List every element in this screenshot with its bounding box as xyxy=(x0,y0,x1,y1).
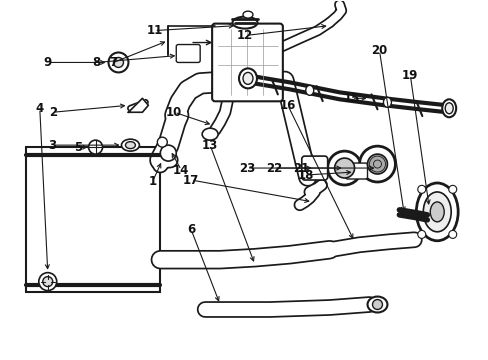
Text: 11: 11 xyxy=(146,24,162,37)
Circle shape xyxy=(367,154,386,174)
Ellipse shape xyxy=(367,297,386,312)
Ellipse shape xyxy=(125,141,135,149)
Ellipse shape xyxy=(239,68,256,88)
Text: 9: 9 xyxy=(43,56,52,69)
Text: 6: 6 xyxy=(187,223,195,236)
FancyBboxPatch shape xyxy=(345,163,367,179)
Text: 18: 18 xyxy=(297,168,313,181)
Text: 15: 15 xyxy=(343,92,359,105)
Text: 12: 12 xyxy=(236,29,253,42)
FancyBboxPatch shape xyxy=(176,45,200,62)
Circle shape xyxy=(448,230,456,238)
Text: 21: 21 xyxy=(292,162,308,175)
Circle shape xyxy=(327,151,361,185)
Text: 20: 20 xyxy=(370,44,387,57)
Ellipse shape xyxy=(429,202,443,222)
Text: 19: 19 xyxy=(401,69,418,82)
Text: 22: 22 xyxy=(265,162,282,175)
Text: 5: 5 xyxy=(74,141,82,154)
Text: 10: 10 xyxy=(166,106,182,119)
Text: 8: 8 xyxy=(92,56,101,69)
Text: 17: 17 xyxy=(183,174,199,186)
Circle shape xyxy=(417,185,425,193)
FancyBboxPatch shape xyxy=(212,24,282,101)
Ellipse shape xyxy=(423,192,450,232)
Text: 13: 13 xyxy=(202,139,218,152)
Ellipse shape xyxy=(415,183,457,241)
Ellipse shape xyxy=(305,85,313,95)
Text: 3: 3 xyxy=(49,139,57,152)
Circle shape xyxy=(417,230,425,238)
Ellipse shape xyxy=(243,11,252,18)
Polygon shape xyxy=(128,98,148,112)
Circle shape xyxy=(334,158,354,178)
Ellipse shape xyxy=(383,97,390,107)
Ellipse shape xyxy=(202,128,218,140)
Text: 14: 14 xyxy=(173,163,189,176)
Text: 23: 23 xyxy=(238,162,255,175)
Circle shape xyxy=(372,300,382,310)
Text: 4: 4 xyxy=(36,102,44,115)
Text: 7: 7 xyxy=(109,56,117,69)
FancyBboxPatch shape xyxy=(301,156,327,180)
Ellipse shape xyxy=(121,139,139,151)
Circle shape xyxy=(359,146,395,182)
Circle shape xyxy=(448,185,456,193)
Ellipse shape xyxy=(441,99,455,117)
Ellipse shape xyxy=(444,103,452,114)
Text: 1: 1 xyxy=(148,175,156,189)
Text: 16: 16 xyxy=(279,99,295,112)
Circle shape xyxy=(113,58,123,67)
Circle shape xyxy=(160,145,176,161)
Circle shape xyxy=(39,273,57,291)
Circle shape xyxy=(157,137,167,147)
Ellipse shape xyxy=(243,72,252,84)
Text: 2: 2 xyxy=(49,106,57,119)
Circle shape xyxy=(42,276,53,287)
Circle shape xyxy=(88,140,102,154)
Ellipse shape xyxy=(232,17,257,28)
Bar xyxy=(26,147,160,292)
Circle shape xyxy=(108,53,128,72)
